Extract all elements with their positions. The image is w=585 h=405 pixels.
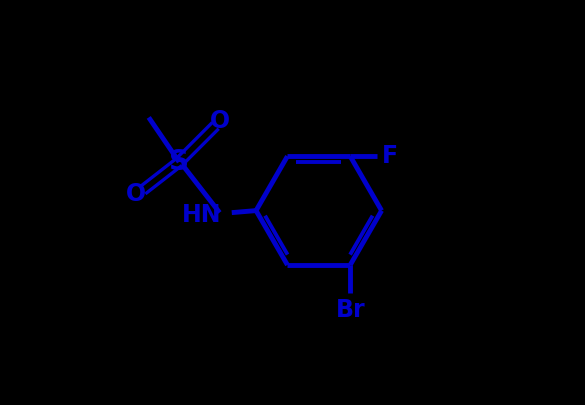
Text: O: O bbox=[211, 109, 230, 133]
Text: HN: HN bbox=[182, 202, 222, 227]
Text: Br: Br bbox=[335, 298, 365, 322]
Text: S: S bbox=[169, 148, 189, 176]
Text: O: O bbox=[126, 181, 146, 206]
Text: F: F bbox=[381, 144, 398, 168]
